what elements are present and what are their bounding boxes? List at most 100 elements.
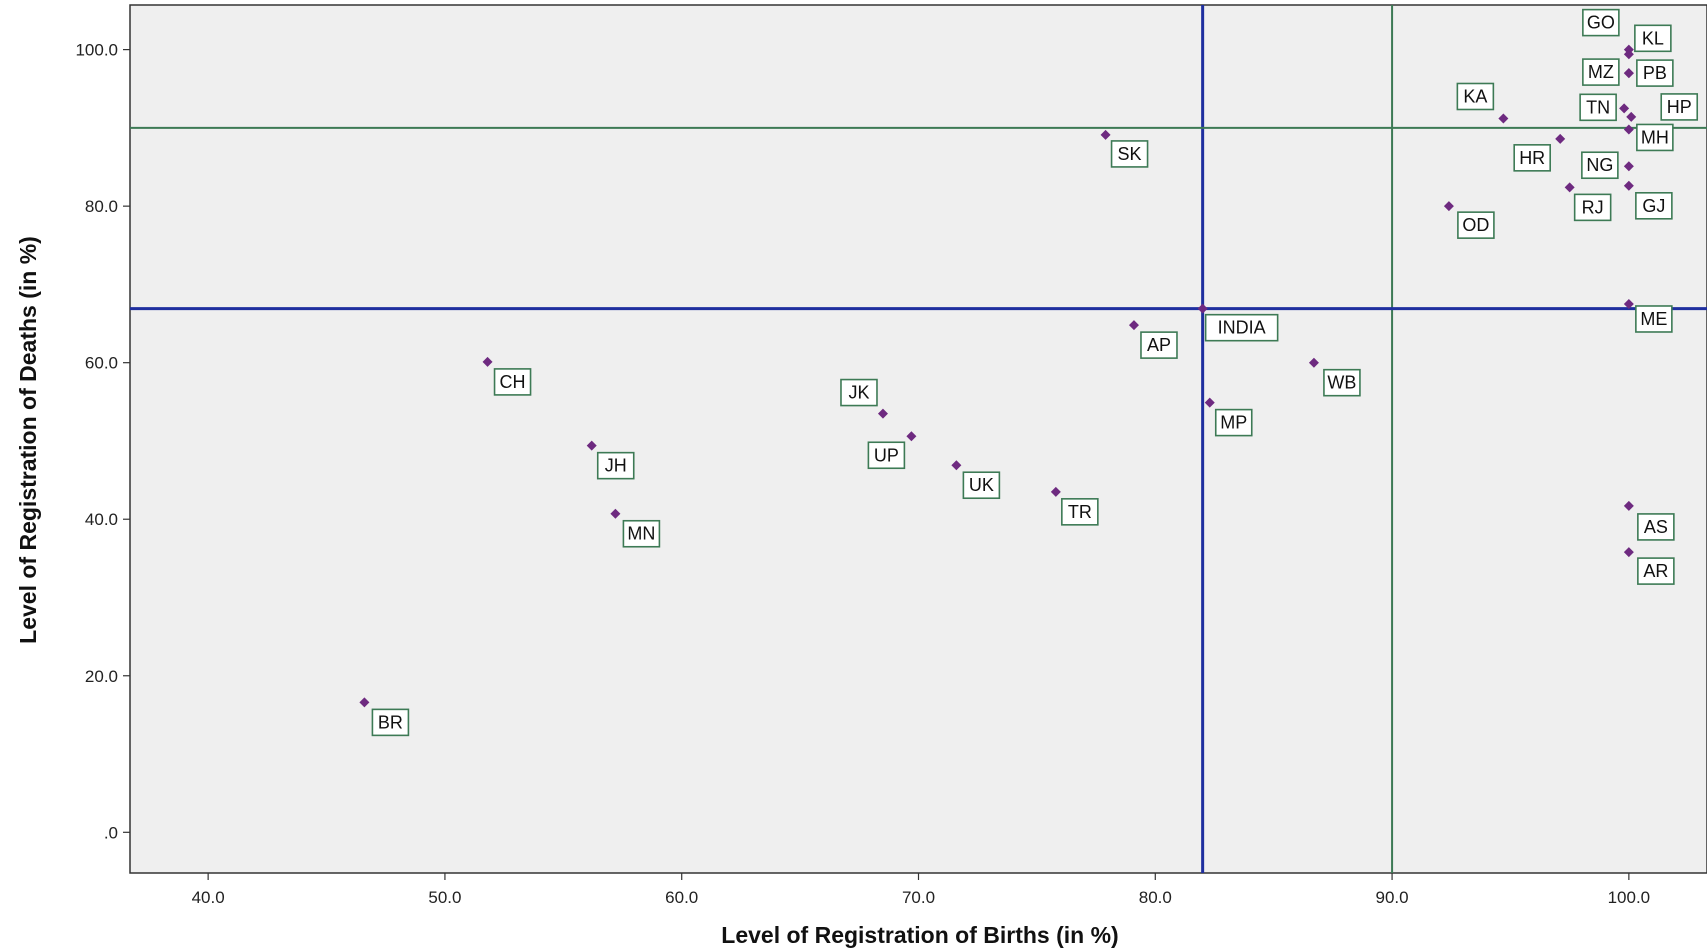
y-axis: .0 20.0 40.0 60.0 80.0 100.0: [75, 41, 130, 842]
point-label-box-me: [1635, 305, 1673, 333]
point-label-box-gj: [1635, 192, 1673, 220]
point-label-box-ch: [493, 368, 532, 396]
data-point-ka: [1498, 113, 1509, 124]
point-label-box-as: [1637, 513, 1675, 541]
data-point-kl: [1623, 49, 1634, 60]
point-label-jh: JH: [605, 456, 627, 476]
point-label-wb: WB: [1327, 373, 1356, 393]
point-label-ka: KA: [1463, 86, 1487, 106]
y-tick-label: 80.0: [85, 197, 118, 216]
x-tick-label: 100.0: [1608, 888, 1651, 907]
data-point-hp: [1626, 111, 1637, 122]
point-label-mz: MZ: [1588, 62, 1614, 82]
point-label-box-ar: [1637, 557, 1675, 585]
point-label-pb: PB: [1643, 63, 1667, 83]
data-point-ap: [1128, 320, 1139, 331]
data-point-mn: [610, 508, 621, 519]
point-label-ap: AP: [1147, 335, 1171, 355]
y-tick-label: 40.0: [85, 510, 118, 529]
point-label-box-hp: [1660, 93, 1699, 121]
data-point-gj: [1623, 180, 1634, 191]
data-point-ar: [1623, 547, 1634, 558]
point-label-tr: TR: [1068, 502, 1092, 522]
point-label-jk: JK: [848, 383, 869, 403]
data-point-tn: [1619, 103, 1630, 114]
point-label-od: OD: [1462, 215, 1489, 235]
point-label-box-ka: [1456, 82, 1495, 111]
point-label-box-hr: [1513, 144, 1551, 172]
data-point-up: [906, 431, 917, 442]
y-tick-label: 100.0: [75, 41, 118, 60]
data-points: [359, 44, 1637, 708]
point-label-ar: AR: [1643, 561, 1668, 581]
point-label-hr: HR: [1519, 148, 1545, 168]
point-label-box-wb: [1323, 368, 1361, 397]
point-label-box-pb: [1636, 59, 1674, 87]
point-label-ch: CH: [500, 372, 526, 392]
data-point-mh: [1623, 124, 1634, 135]
data-point-tr: [1050, 486, 1061, 497]
reference-lines: [130, 5, 1707, 873]
data-point-as: [1623, 500, 1634, 511]
point-labels: GO KL MZ PB TN HP KA MH SK HR NG RJ GJ OD INDIA ME AP CH W…: [371, 8, 1699, 737]
point-label-box-mh: [1636, 123, 1674, 152]
point-label-box-go: [1582, 8, 1620, 37]
data-point-jk: [877, 408, 888, 419]
point-label-tn: TN: [1586, 97, 1610, 117]
point-label-box-up: [867, 441, 906, 470]
x-tick-label: 80.0: [1139, 888, 1172, 907]
point-label-rj: RJ: [1582, 197, 1604, 217]
data-point-india: [1197, 303, 1208, 314]
point-label-mn: MN: [627, 524, 655, 544]
point-label-gj: GJ: [1642, 196, 1665, 216]
data-point-ng: [1623, 161, 1634, 172]
x-axis-title: Level of Registration of Births (in %): [721, 922, 1118, 948]
point-label-box-jh: [596, 451, 635, 480]
point-label-box-sk: [1110, 140, 1149, 168]
point-label-go: GO: [1587, 13, 1615, 33]
data-point-hr: [1555, 133, 1566, 144]
data-point-wb: [1308, 357, 1319, 368]
x-tick-label: 50.0: [428, 888, 461, 907]
x-tick-label: 60.0: [665, 888, 698, 907]
point-label-hp: HP: [1667, 97, 1692, 117]
point-label-box-jk: [840, 378, 878, 407]
point-label-box-ap: [1140, 331, 1178, 359]
point-label-box-tn: [1579, 93, 1617, 122]
y-tick-label: 60.0: [85, 354, 118, 373]
x-tick-label: 40.0: [192, 888, 225, 907]
plot-area: [129, 4, 1707, 874]
point-label-box-rj: [1573, 193, 1612, 222]
data-point-pb: [1623, 68, 1634, 79]
point-label-mh: MH: [1641, 127, 1669, 147]
point-label-as: AS: [1644, 517, 1668, 537]
data-point-uk: [951, 460, 962, 471]
point-label-box-ng: [1581, 151, 1619, 180]
point-label-box-mp: [1214, 408, 1253, 437]
point-label-box-br: [371, 708, 410, 737]
data-point-jh: [586, 440, 597, 451]
point-label-uk: UK: [969, 475, 994, 495]
data-point-me: [1623, 298, 1634, 309]
data-point-ch: [482, 356, 493, 367]
point-label-ng: NG: [1586, 155, 1613, 175]
data-point-od: [1443, 201, 1454, 212]
data-point-rj: [1564, 182, 1575, 193]
point-label-box-od: [1457, 211, 1495, 239]
x-tick-label: 90.0: [1376, 888, 1409, 907]
point-label-box-uk: [962, 471, 1001, 500]
point-label-up: UP: [874, 445, 899, 465]
point-label-india: INDIA: [1218, 318, 1266, 338]
data-point-br: [359, 697, 370, 708]
point-label-box-india: [1204, 313, 1279, 342]
point-label-sk: SK: [1118, 144, 1142, 164]
point-label-box-tr: [1061, 498, 1099, 526]
y-tick-label: .0: [104, 823, 118, 842]
y-axis-title: Level of Registration of Deaths (in %): [15, 236, 41, 644]
x-axis: 40.0 50.0 60.0 70.0 80.0 90.0 100.0: [192, 873, 1651, 907]
x-tick-label: 70.0: [902, 888, 935, 907]
point-label-br: BR: [378, 712, 403, 732]
point-label-mp: MP: [1220, 413, 1247, 433]
point-label-me: ME: [1640, 309, 1667, 329]
